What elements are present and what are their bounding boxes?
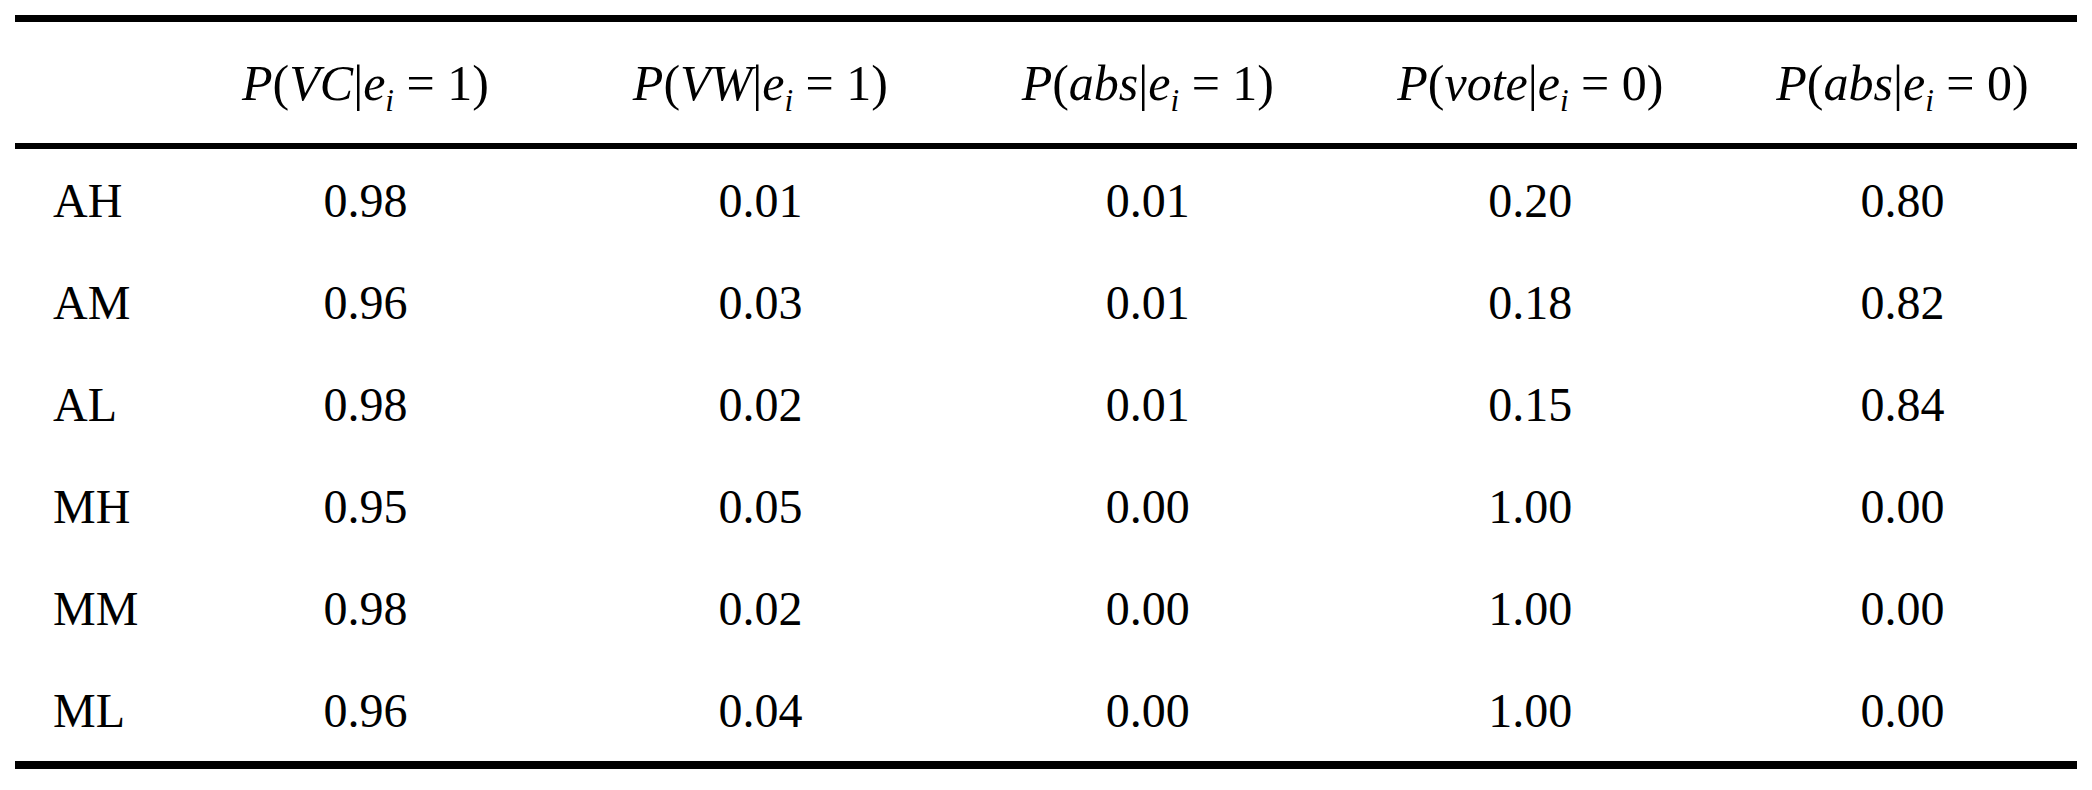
header-math-part: i <box>1925 83 1934 118</box>
header-math-part: | <box>1528 55 1538 111</box>
table-row-mh: MH0.950.050.001.000.00 <box>15 455 2077 557</box>
row-label-header-cell <box>15 19 173 147</box>
header-math-part: ( <box>1428 55 1445 111</box>
row-label-ah: AH <box>15 146 173 251</box>
cell-al-p-vw-given-e1: 0.02 <box>558 353 963 455</box>
header-math-part: | <box>1893 55 1903 111</box>
row-label-al: AL <box>15 353 173 455</box>
cell-ml-p-vote-given-e0: 1.00 <box>1333 659 1728 765</box>
cell-ml-p-abs-given-e1: 0.00 <box>963 659 1333 765</box>
cell-ah-p-vw-given-e1: 0.01 <box>558 146 963 251</box>
header-math-part: e <box>363 55 385 111</box>
table-row-ah: AH0.980.010.010.200.80 <box>15 146 2077 251</box>
header-math-part: VC <box>289 55 353 111</box>
row-label-ml: ML <box>15 659 173 765</box>
header-math-part: = 1) <box>793 55 888 111</box>
cell-mh-p-abs-given-e1: 0.00 <box>963 455 1333 557</box>
cell-mh-p-vw-given-e1: 0.05 <box>558 455 963 557</box>
table-row-mm: MM0.980.020.001.000.00 <box>15 557 2077 659</box>
header-math-part: = 1) <box>1179 55 1274 111</box>
cell-am-p-vote-given-e0: 0.18 <box>1333 251 1728 353</box>
cell-mm-p-abs-given-e1: 0.00 <box>963 557 1333 659</box>
cell-mh-p-abs-given-e0: 0.00 <box>1728 455 2077 557</box>
cell-am-p-abs-given-e1: 0.01 <box>963 251 1333 353</box>
header-math-part: abs <box>1069 55 1138 111</box>
header-math-part: VW <box>680 55 752 111</box>
table-row-al: AL0.980.020.010.150.84 <box>15 353 2077 455</box>
header-math-part: i <box>385 83 394 118</box>
cell-ah-p-vote-given-e0: 0.20 <box>1333 146 1728 251</box>
cell-am-p-vc-given-e1: 0.96 <box>173 251 558 353</box>
cell-am-p-abs-given-e0: 0.82 <box>1728 251 2077 353</box>
column-header-p-vote-given-e0: P(vote|ei = 0) <box>1333 19 1728 147</box>
header-math-part: P <box>1022 55 1053 111</box>
header-math-part: i <box>784 83 793 118</box>
header-math-part: ( <box>1807 55 1824 111</box>
table-body: AH0.980.010.010.200.80AM0.960.030.010.18… <box>15 146 2077 765</box>
cell-ah-p-abs-given-e0: 0.80 <box>1728 146 2077 251</box>
cell-ml-p-abs-given-e0: 0.00 <box>1728 659 2077 765</box>
table-header-row: P(VC|ei = 1)P(VW|ei = 1)P(abs|ei = 1)P(v… <box>15 19 2077 147</box>
cell-mm-p-vw-given-e1: 0.02 <box>558 557 963 659</box>
header-math-part: i <box>1171 83 1180 118</box>
header-math-part: | <box>353 55 363 111</box>
row-label-mm: MM <box>15 557 173 659</box>
column-header-p-vw-given-e1: P(VW|ei = 1) <box>558 19 963 147</box>
row-label-am: AM <box>15 251 173 353</box>
cell-ah-p-vc-given-e1: 0.98 <box>173 146 558 251</box>
header-math-part: | <box>1138 55 1148 111</box>
probability-table: P(VC|ei = 1)P(VW|ei = 1)P(abs|ei = 1)P(v… <box>15 15 2077 769</box>
cell-al-p-vote-given-e0: 0.15 <box>1333 353 1728 455</box>
table-row-ml: ML0.960.040.001.000.00 <box>15 659 2077 765</box>
cell-mh-p-vote-given-e0: 1.00 <box>1333 455 1728 557</box>
table-row-am: AM0.960.030.010.180.82 <box>15 251 2077 353</box>
row-label-mh: MH <box>15 455 173 557</box>
header-math-part: e <box>762 55 784 111</box>
cell-mh-p-vc-given-e1: 0.95 <box>173 455 558 557</box>
column-header-p-abs-given-e0: P(abs|ei = 0) <box>1728 19 2077 147</box>
header-math-part: ( <box>663 55 680 111</box>
cell-al-p-abs-given-e1: 0.01 <box>963 353 1333 455</box>
cell-al-p-abs-given-e0: 0.84 <box>1728 353 2077 455</box>
header-math-part: abs <box>1823 55 1892 111</box>
header-math-part: = 0) <box>1934 55 2029 111</box>
paper-table-container: P(VC|ei = 1)P(VW|ei = 1)P(abs|ei = 1)P(v… <box>15 15 2077 769</box>
cell-am-p-vw-given-e1: 0.03 <box>558 251 963 353</box>
cell-al-p-vc-given-e1: 0.98 <box>173 353 558 455</box>
header-math-part: e <box>1538 55 1560 111</box>
header-math-part: e <box>1903 55 1925 111</box>
header-math-part: = 0) <box>1569 55 1664 111</box>
header-math-part: | <box>752 55 762 111</box>
header-math-part: P <box>1776 55 1807 111</box>
cell-mm-p-vc-given-e1: 0.98 <box>173 557 558 659</box>
header-math-part: vote <box>1444 55 1527 111</box>
header-math-part: i <box>1560 83 1569 118</box>
header-math-part: P <box>242 55 273 111</box>
cell-ml-p-vw-given-e1: 0.04 <box>558 659 963 765</box>
header-math-part: P <box>633 55 664 111</box>
header-math-part: P <box>1397 55 1428 111</box>
cell-mm-p-vote-given-e0: 1.00 <box>1333 557 1728 659</box>
header-math-part: e <box>1148 55 1170 111</box>
column-header-p-vc-given-e1: P(VC|ei = 1) <box>173 19 558 147</box>
cell-ml-p-vc-given-e1: 0.96 <box>173 659 558 765</box>
table-header: P(VC|ei = 1)P(VW|ei = 1)P(abs|ei = 1)P(v… <box>15 19 2077 147</box>
header-math-part: = 1) <box>394 55 489 111</box>
column-header-p-abs-given-e1: P(abs|ei = 1) <box>963 19 1333 147</box>
header-math-part: ( <box>1052 55 1069 111</box>
cell-ah-p-abs-given-e1: 0.01 <box>963 146 1333 251</box>
header-math-part: ( <box>273 55 290 111</box>
cell-mm-p-abs-given-e0: 0.00 <box>1728 557 2077 659</box>
